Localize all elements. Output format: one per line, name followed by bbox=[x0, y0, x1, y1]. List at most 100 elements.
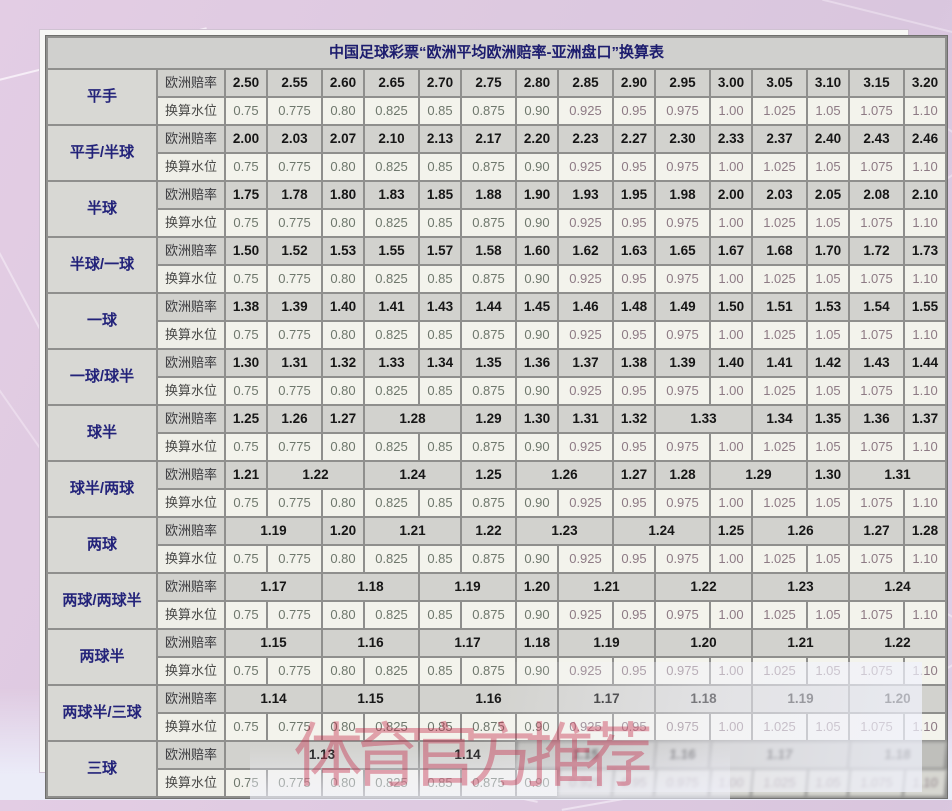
water-row-label: 换算水位 bbox=[158, 714, 224, 740]
water-row: 换算水位 0.75 0.775 0.80 0.825 0.85 0.875 0.90 0.925… bbox=[48, 98, 946, 124]
odds-cell: 1.23 bbox=[753, 574, 848, 600]
water-row: 换算水位 0.75 0.775 0.80 0.825 0.85 0.875 0.90 0.925… bbox=[48, 602, 946, 628]
odds-row-label: 欧洲赔率 bbox=[158, 574, 224, 600]
odds-cell: 1.52 bbox=[268, 238, 321, 264]
water-cell: 0.975 bbox=[656, 98, 709, 124]
water-cell: 1.05 bbox=[808, 602, 848, 628]
water-cell: 0.80 bbox=[323, 154, 363, 180]
odds-cell: 1.78 bbox=[268, 182, 321, 208]
water-cell: 1.075 bbox=[850, 602, 903, 628]
water-cell: 0.80 bbox=[323, 378, 363, 404]
odds-cell: 1.51 bbox=[753, 294, 806, 320]
odds-cell: 1.14 bbox=[226, 686, 321, 712]
water-cell: 0.90 bbox=[517, 658, 557, 684]
odds-cell: 1.19 bbox=[753, 686, 848, 712]
water-row-label: 换算水位 bbox=[158, 490, 224, 516]
handicap-label: 球半 bbox=[48, 406, 156, 460]
water-cell: 0.925 bbox=[559, 322, 612, 348]
odds-cell: 1.22 bbox=[850, 630, 946, 656]
odds-cell: 1.40 bbox=[323, 294, 363, 320]
title-row: 中国足球彩票“欧洲平均欧洲赔率-亚洲盘口”换算表 bbox=[48, 38, 946, 68]
water-cell: 0.925 bbox=[557, 770, 614, 796]
odds-cell: 1.31 bbox=[268, 350, 321, 376]
odds-cell: 2.20 bbox=[517, 126, 557, 152]
water-cell: 0.75 bbox=[226, 546, 266, 572]
odds-row-label: 欧洲赔率 bbox=[158, 126, 224, 152]
water-cell: 0.80 bbox=[323, 714, 363, 740]
handicap-label: 两球半 bbox=[48, 630, 156, 684]
odds-cell: 1.32 bbox=[614, 406, 654, 432]
water-cell: 1.10 bbox=[905, 210, 946, 236]
handicap-label: 三球 bbox=[48, 742, 156, 796]
water-cell: 1.00 bbox=[711, 714, 751, 740]
water-cell: 1.05 bbox=[808, 490, 848, 516]
odds-cell: 1.19 bbox=[420, 574, 515, 600]
odds-row: 平手 欧洲赔率 2.50 2.55 2.60 2.65 2.70 2.75 2.80 2.85 2.… bbox=[48, 70, 946, 124]
odds-cell: 2.10 bbox=[905, 182, 946, 208]
water-cell: 0.925 bbox=[559, 602, 612, 628]
water-row-label: 换算水位 bbox=[158, 98, 224, 124]
odds-cell: 2.43 bbox=[850, 126, 903, 152]
odds-cell: 1.17 bbox=[420, 630, 515, 656]
water-cell: 1.075 bbox=[850, 714, 903, 740]
table-title: 中国足球彩票“欧洲平均欧洲赔率-亚洲盘口”换算表 bbox=[48, 38, 946, 68]
odds-cell: 1.83 bbox=[365, 182, 418, 208]
water-cell: 1.025 bbox=[751, 770, 808, 796]
water-cell: 0.85 bbox=[420, 210, 460, 236]
water-cell: 0.85 bbox=[420, 770, 460, 796]
odds-cell: 2.03 bbox=[268, 126, 321, 152]
odds-cell: 3.15 bbox=[850, 70, 903, 96]
water-row-label: 换算水位 bbox=[158, 322, 224, 348]
odds-cell: 1.50 bbox=[226, 238, 266, 264]
odds-cell: 1.22 bbox=[656, 574, 751, 600]
water-cell: 0.975 bbox=[656, 266, 709, 292]
water-cell: 0.95 bbox=[614, 322, 654, 348]
water-cell: 0.975 bbox=[654, 770, 711, 796]
odds-cell: 1.15 bbox=[226, 630, 321, 656]
odds-cell: 2.08 bbox=[850, 182, 903, 208]
water-cell: 0.925 bbox=[559, 490, 612, 516]
water-cell: 0.875 bbox=[462, 490, 515, 516]
odds-row: 半球/一球 欧洲赔率 1.50 1.52 1.53 1.55 1.57 1.58 1.60 1.6… bbox=[48, 238, 946, 292]
water-cell: 0.975 bbox=[656, 602, 709, 628]
water-cell: 0.825 bbox=[365, 658, 418, 684]
odds-cell: 2.90 bbox=[614, 70, 654, 96]
odds-cell: 2.00 bbox=[711, 182, 751, 208]
water-row: 换算水位 0.75 0.775 0.80 0.825 0.85 0.875 0.90 0.925… bbox=[48, 658, 946, 684]
water-cell: 0.875 bbox=[462, 378, 515, 404]
water-row-label: 换算水位 bbox=[158, 378, 224, 404]
water-cell: 0.75 bbox=[226, 434, 266, 460]
odds-row-label: 欧洲赔率 bbox=[158, 742, 224, 768]
odds-cell: 1.54 bbox=[850, 294, 903, 320]
odds-cell: 1.16 bbox=[420, 686, 557, 712]
water-cell: 1.05 bbox=[808, 154, 848, 180]
water-cell: 0.90 bbox=[517, 714, 557, 740]
odds-cell: 1.43 bbox=[420, 294, 460, 320]
water-cell: 0.80 bbox=[323, 546, 363, 572]
odds-cell: 1.22 bbox=[268, 462, 363, 488]
water-cell: 0.85 bbox=[420, 154, 460, 180]
odds-cell: 2.33 bbox=[711, 126, 751, 152]
water-cell: 0.775 bbox=[268, 658, 321, 684]
odds-cell: 1.21 bbox=[559, 574, 654, 600]
water-cell: 0.825 bbox=[365, 770, 418, 796]
odds-row-label: 欧洲赔率 bbox=[158, 294, 224, 320]
odds-cell: 1.22 bbox=[462, 518, 515, 544]
odds-row-label: 欧洲赔率 bbox=[158, 686, 224, 712]
water-cell: 0.975 bbox=[656, 434, 709, 460]
water-row: 换算水位 0.75 0.775 0.80 0.825 0.85 0.875 0.90 0.925… bbox=[48, 770, 947, 796]
water-cell: 1.10 bbox=[905, 266, 946, 292]
odds-cell: 1.21 bbox=[226, 462, 266, 488]
water-cell: 0.775 bbox=[268, 434, 321, 460]
handicap-label: 半球 bbox=[48, 182, 156, 236]
water-cell: 1.05 bbox=[808, 434, 848, 460]
water-cell: 0.95 bbox=[614, 210, 654, 236]
water-cell: 1.075 bbox=[850, 658, 903, 684]
water-cell: 1.075 bbox=[850, 154, 903, 180]
odds-cell: 1.28 bbox=[656, 462, 709, 488]
handicap-label: 平手 bbox=[48, 70, 156, 124]
water-cell: 0.975 bbox=[656, 546, 709, 572]
odds-cell: 1.98 bbox=[656, 182, 709, 208]
water-cell: 1.075 bbox=[850, 266, 903, 292]
water-cell: 0.95 bbox=[614, 434, 654, 460]
